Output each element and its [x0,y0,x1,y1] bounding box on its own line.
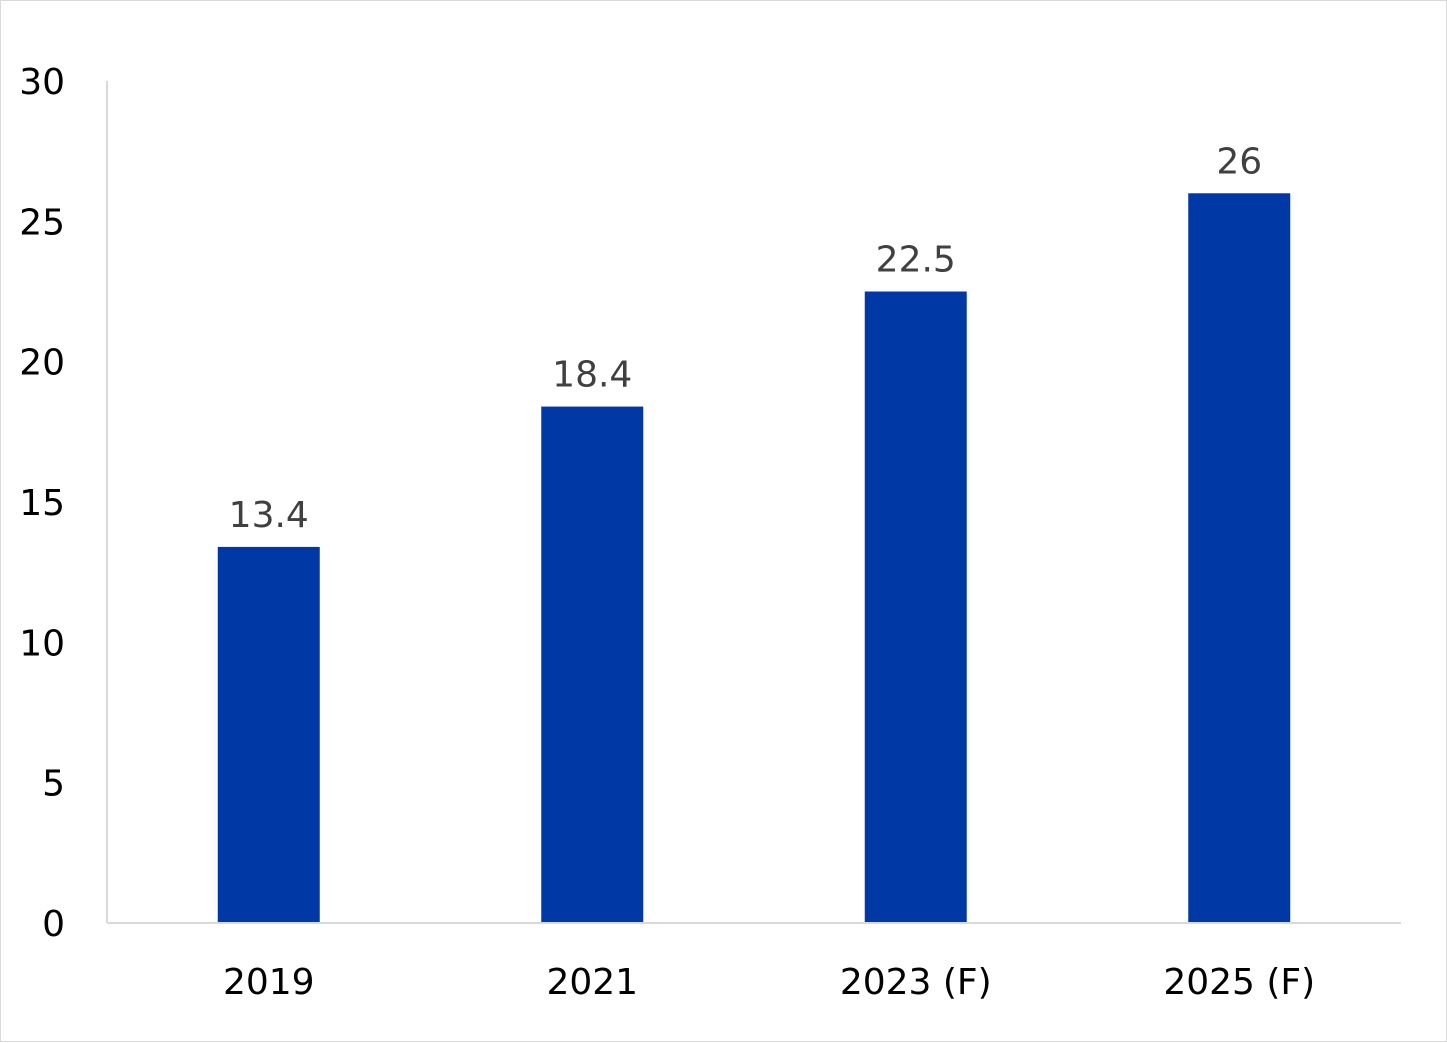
bar [541,406,644,923]
y-tick-label: 10 [19,623,65,664]
y-tick-label: 30 [19,62,65,103]
bar [217,546,320,923]
bars-group [217,193,1291,923]
bar [1188,193,1291,923]
y-tick-label: 0 [42,904,65,945]
data-label: 13.4 [229,495,309,536]
y-tick-label: 5 [42,764,65,805]
data-label: 18.4 [552,355,632,396]
data-labels-group: 13.4 18.4 22.5 26 [229,141,1262,536]
y-tick-label: 20 [19,343,65,384]
x-tick-label: 2025 (F) [1163,962,1315,1003]
y-axis-tick-labels: 0 5 10 15 20 25 30 [19,62,65,945]
x-tick-label: 2021 [546,962,638,1003]
x-axis-tick-labels: 2019 2021 2023 (F) 2025 (F) [223,962,1315,1003]
y-tick-label: 25 [19,202,65,243]
x-tick-label: 2023 (F) [840,962,992,1003]
bar [864,291,967,923]
data-label: 22.5 [876,240,956,281]
x-tick-label: 2019 [223,962,315,1003]
data-label: 26 [1216,141,1262,182]
y-tick-label: 15 [19,483,65,524]
